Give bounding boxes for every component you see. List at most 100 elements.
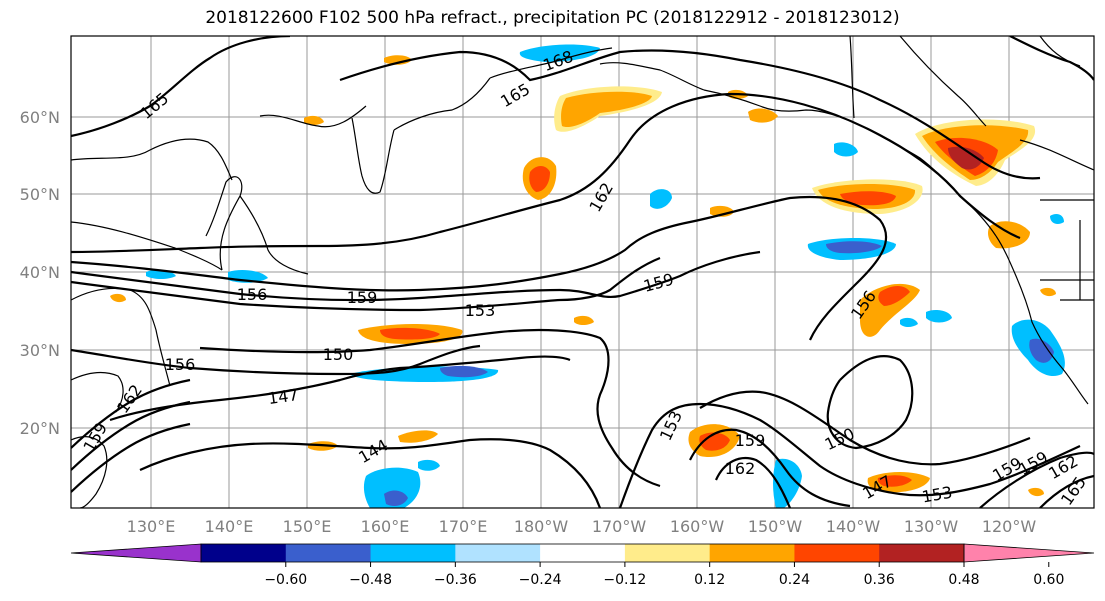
colorbar-segment (285, 544, 372, 562)
precip-area-alaska-panhandle-peak (948, 146, 984, 170)
lat-label: 50°N (20, 185, 60, 204)
colorbar-segment (540, 544, 626, 562)
lon-label: 130°E (127, 517, 176, 536)
colorbar-segment (709, 544, 795, 562)
colorbar-segment (879, 544, 965, 562)
contour-label: 147 (267, 385, 300, 408)
lon-label: 150°W (748, 517, 803, 536)
precip-area-neg-southwest-core (384, 490, 408, 506)
contour-label: 156 (165, 355, 196, 374)
contour-147 (109, 355, 571, 422)
precip-area-neg-pacific-28n-core (440, 365, 488, 378)
lon-label: 160°E (361, 517, 410, 536)
precip-area-small-j (1040, 287, 1056, 297)
contour-west-tail-c (71, 422, 191, 493)
colorbar-tick-label: −0.36 (434, 572, 477, 588)
colorbar-segment (201, 544, 287, 562)
colorbar-extend-high (963, 543, 1095, 563)
colorbar-extend-low (70, 543, 202, 563)
contours (71, 36, 1094, 508)
contour-west-tail-b (71, 400, 191, 471)
lat-label: 20°N (20, 419, 60, 438)
colorbar-tick-label: −0.24 (519, 572, 562, 588)
contour-162 (71, 92, 1021, 254)
precip-area-neg-small-h (1050, 214, 1064, 224)
precip-area-central-pacific-30n-max (380, 327, 440, 340)
colorbar-tick-label: 0.48 (948, 572, 979, 588)
precip-area-bering-core (561, 91, 652, 128)
contour-159 (71, 195, 888, 341)
contour-label: 150 (323, 345, 354, 364)
colorbar-tick-label: −0.12 (603, 572, 646, 588)
lon-label: 120°W (982, 517, 1037, 536)
precip-area-small-e (398, 430, 438, 443)
contour-162-east (714, 456, 792, 508)
colorbar: −0.60 −0.48 −0.36 −0.24 −0.12 0.12 0.24 0.36 0.4… (70, 543, 1095, 588)
colorbar-tick-label: 0.24 (779, 572, 810, 588)
contour-150-east (699, 390, 1031, 466)
contour-153-east (618, 402, 1081, 508)
lon-label: 180°W (514, 517, 569, 536)
contour-144 (139, 438, 602, 508)
contour-label: 159 (735, 431, 766, 450)
precip-area-small-g (574, 315, 594, 325)
colorbar-tick-label: 0.60 (1033, 572, 1064, 588)
contour-153 (71, 256, 661, 312)
precip-area-neg-small-c (926, 310, 952, 323)
lat-label: 40°N (20, 263, 60, 282)
precip-negative-areas (146, 44, 1065, 508)
lon-label: 170°E (439, 517, 488, 536)
precip-area-neg-small-b (834, 142, 858, 157)
precip-positive-areas (110, 55, 1056, 497)
precip-area-neg-small-g (900, 317, 918, 327)
map-title: 2018122600 F102 500 hPa refract., precip… (205, 8, 900, 28)
lon-label: 170°W (592, 517, 647, 536)
lon-label: 150°E (283, 517, 332, 536)
precip-area-southeast-20n-max (877, 475, 912, 487)
precip-area-small-h (304, 115, 324, 125)
lat-label: 30°N (20, 341, 60, 360)
contour-label: 153 (465, 301, 496, 320)
colorbar-tick-label: −0.60 (264, 572, 307, 588)
colorbar-segment (794, 544, 880, 562)
contour-156 (71, 250, 761, 302)
lon-label: 140°W (826, 517, 881, 536)
precip-area-neg-gulf-core (826, 241, 882, 254)
lon-label: 160°W (670, 517, 725, 536)
precip-area-kamchatka-south-max (529, 166, 550, 192)
contour-west-tail-a (71, 378, 191, 449)
precip-area-gulf-alaska-max (840, 191, 896, 206)
longitude-labels: 130°E 140°E 150°E 160°E 170°E 180°W 170°… (127, 517, 1037, 536)
contour-165-east (1009, 36, 1094, 81)
precip-area-west-coast (988, 221, 1030, 249)
precip-area-neg-small-a (650, 189, 672, 209)
precip-area-neg-aleutian (519, 44, 600, 62)
lat-label: 60°N (20, 108, 60, 127)
contour-east-loop (826, 355, 914, 450)
contour-165-north (71, 36, 291, 138)
lon-label: 130°W (904, 517, 959, 536)
colorbar-tick-label: −0.48 (349, 572, 392, 588)
colorbar-segment (455, 544, 541, 562)
contour-162-south-east (979, 451, 1094, 508)
contour-156-south (71, 344, 481, 376)
colorbar-segment (624, 544, 711, 562)
precip-area-small-c (748, 108, 778, 123)
precip-area-small-i (110, 293, 126, 303)
coastlines (71, 36, 1094, 508)
contour-159-south-east (1039, 474, 1094, 508)
contour-150 (199, 328, 661, 488)
contour-159-east (689, 428, 851, 508)
precip-area-neg-california-core (1029, 338, 1054, 363)
colorbar-tick-label: 0.12 (694, 572, 725, 588)
map-frame (70, 35, 1095, 509)
colorbar-outline (200, 543, 965, 563)
contour-label: 162 (725, 459, 756, 478)
precip-area-small-k (1028, 487, 1044, 497)
latitude-labels: 60°N 50°N 40°N 30°N 20°N (20, 108, 60, 438)
contour-165-mid (339, 49, 1041, 180)
precip-area-neg-hawaii-east (773, 458, 802, 508)
contour-label: 156 (237, 285, 268, 304)
precip-area-subtropical-east (860, 283, 920, 337)
